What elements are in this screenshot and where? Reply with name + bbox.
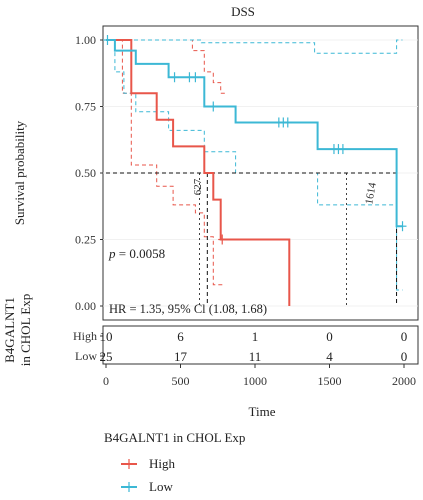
censor-marks — [103, 35, 407, 245]
survival-curve-high — [106, 39, 291, 306]
median-label-high: 627 — [192, 178, 204, 195]
legend-title: B4GALNT1 in CHOL Exp — [104, 430, 245, 445]
risk-count-high: 0 — [401, 329, 408, 344]
chart-title: DSS — [231, 4, 255, 19]
p-value-annotation: p = 0.0058 — [108, 246, 165, 261]
ci-upper-low — [106, 39, 403, 54]
x-tick-label: 1500 — [318, 374, 342, 388]
risk-count-low: 0 — [401, 349, 408, 364]
risk-count-high: 6 — [177, 329, 184, 344]
legend-label-low: Low — [149, 479, 173, 494]
survival-curve-low — [106, 39, 403, 228]
x-axis-label: Time — [249, 404, 276, 419]
y-axis-label: Survival probability — [12, 120, 27, 225]
x-tick-label: 2000 — [392, 374, 416, 388]
y-tick-label: 1.00 — [75, 33, 96, 47]
x-tick-label: 0 — [103, 374, 109, 388]
legend: High Low — [121, 456, 176, 494]
y-axis-ticks: 0.00 0.25 0.50 0.75 1.00 — [75, 33, 103, 313]
risk-table-panel — [102, 325, 419, 365]
risk-table-title-line1: B4GALNT1 — [2, 297, 17, 363]
risk-count-low: 11 — [249, 349, 262, 364]
risk-count-low: 4 — [326, 349, 333, 364]
median-label-low: 1614 — [363, 181, 379, 205]
risk-row-label-low: Low — [75, 349, 97, 363]
risk-count-low: 25 — [100, 349, 113, 364]
y-tick-label: 0.50 — [75, 166, 96, 180]
ci-lower-low — [106, 39, 403, 291]
x-tick-label: 500 — [172, 374, 190, 388]
confidence-bands — [106, 39, 403, 291]
y-tick-label: 0.75 — [75, 100, 96, 114]
x-tick-label: 1000 — [243, 374, 267, 388]
survival-curves — [106, 39, 403, 306]
risk-table-title-line2: in CHOL Exp — [18, 294, 33, 366]
hazard-ratio-annotation: HR = 1.35, 95% Cl (1.08, 1.68) — [109, 302, 267, 316]
legend-label-high: High — [149, 456, 176, 471]
risk-count-low: 17 — [174, 349, 188, 364]
y-tick-label: 0.25 — [75, 233, 96, 247]
x-axis-ticks: 0 500 1000 1500 2000 — [103, 364, 416, 388]
y-tick-label: 0.00 — [75, 299, 96, 313]
risk-row-label-high: High — [73, 329, 97, 343]
risk-count-high: 0 — [326, 329, 333, 344]
risk-count-high: 10 — [100, 329, 113, 344]
risk-count-high: 1 — [252, 329, 259, 344]
